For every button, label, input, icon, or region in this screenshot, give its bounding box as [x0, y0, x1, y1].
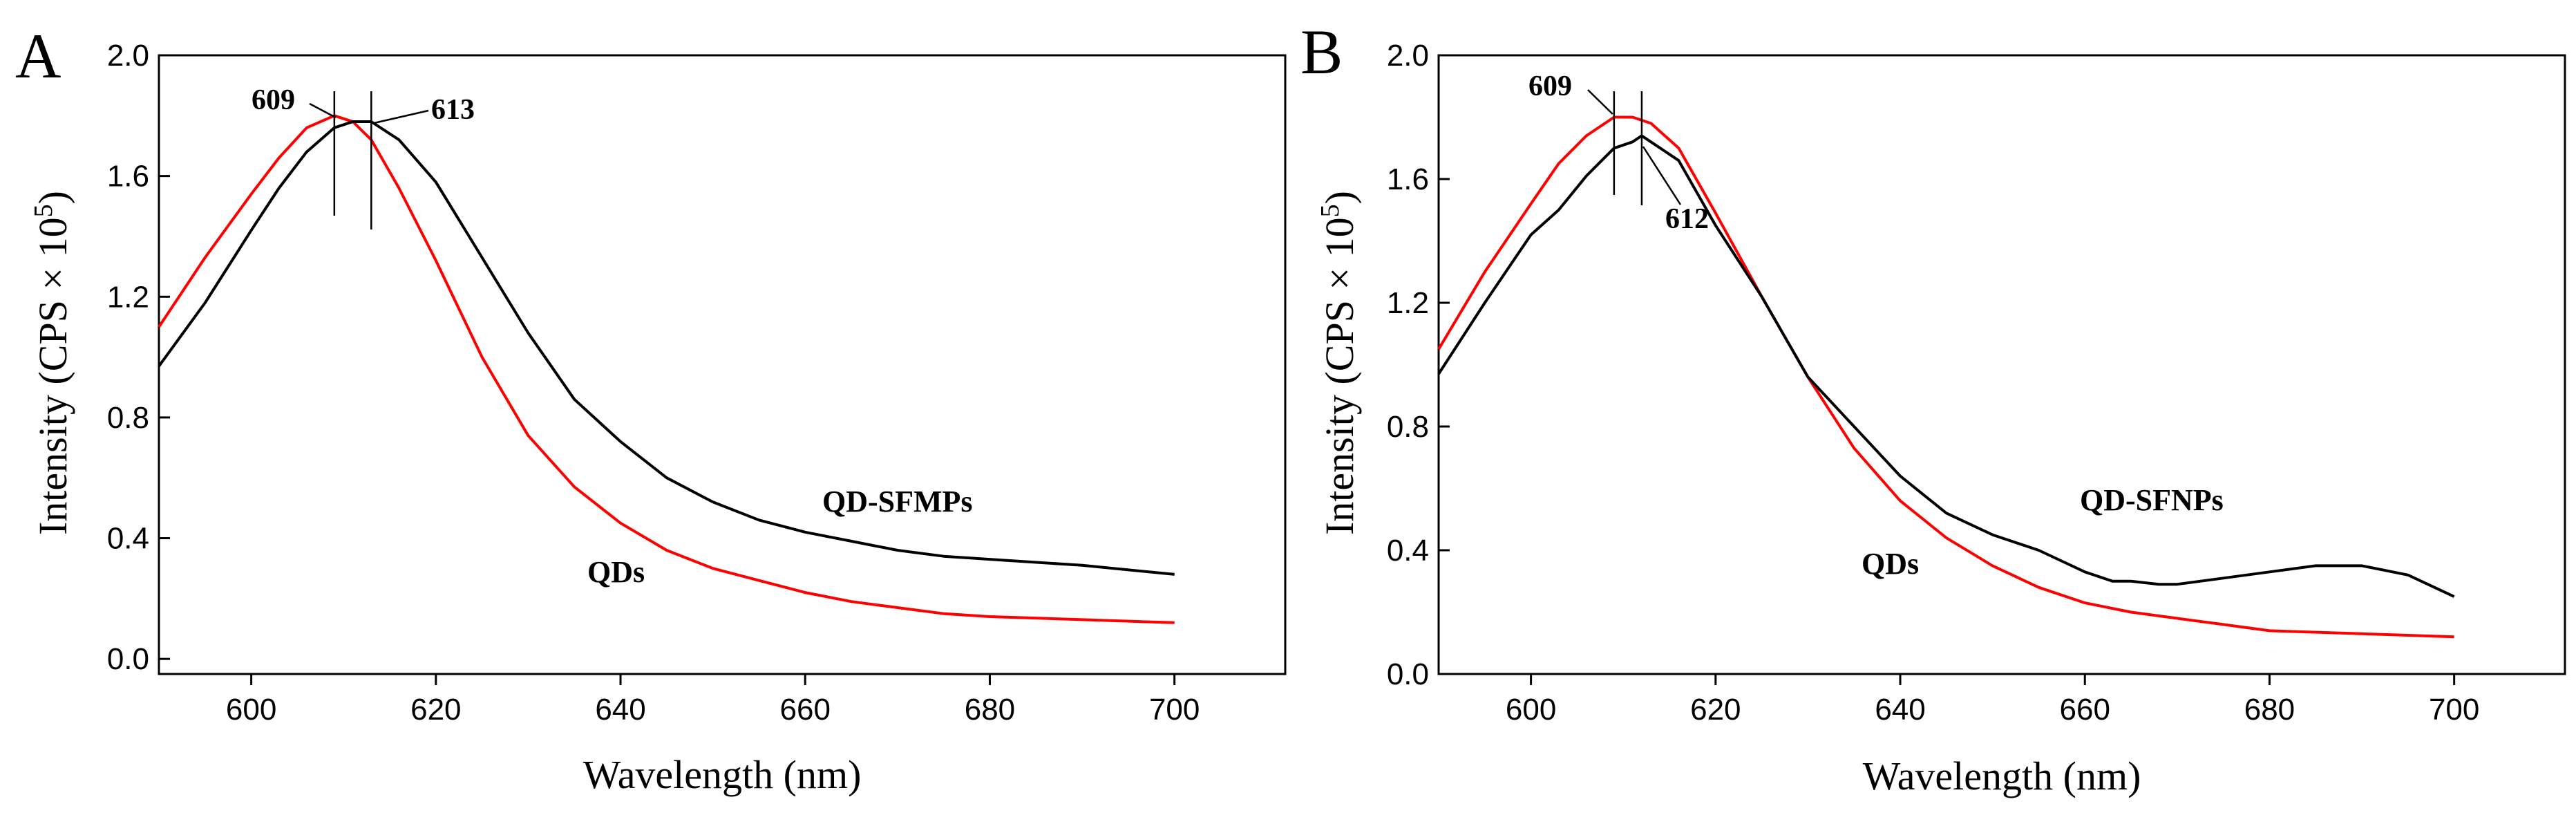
series-line-qds: [1437, 115, 2454, 639]
x-tick-label: 640: [595, 693, 645, 727]
panel-a-series-label-qd-sfmps: QD-SFMPs: [822, 485, 973, 518]
y-tick-label: 1.6: [107, 160, 149, 194]
panel-b: B 600 620 640 660 680 700 0.00.40.81.21.62.0 …: [1300, 17, 2566, 798]
panel-a-annotations: 609 613: [252, 84, 475, 230]
panel-a-arrow-613: [374, 109, 429, 124]
panel-b-y-axis-title-close: ): [1317, 191, 1362, 204]
panel-b-annotations: 609 612: [1528, 71, 1709, 235]
panel-a-peak-label-613: 613: [431, 94, 475, 126]
panel-a-y-ticks: 0.0 0.4 0.8 1.2 1.6 2.0: [107, 39, 170, 676]
panel-b-axes-frame: [1437, 54, 2566, 675]
x-tick-label: 620: [410, 693, 461, 727]
panel-a-x-ticks: 600 620 640 660 680 700: [226, 674, 1200, 727]
y-tick-label: 2.0: [1387, 39, 1429, 73]
y-tick-label: 0.8: [107, 401, 149, 435]
panel-b-peak-label-612: 612: [1665, 203, 1709, 235]
x-tick-label: 700: [2429, 693, 2479, 727]
panel-a-arrow-609: [309, 102, 337, 119]
panel-a-y-axis-title-close: ): [30, 191, 75, 204]
series-line-qd-sfmps: [158, 120, 1175, 576]
panel-b-series: [1437, 115, 2455, 639]
panel-a-y-axis-title-sup: 5: [29, 204, 58, 217]
panel-b-x-ticks: 600 620 640 660 680 700: [1506, 674, 2479, 727]
y-tick-label: 0.0: [1387, 657, 1429, 691]
y-tick-label: 2.0: [107, 39, 149, 73]
panel-b-x-axis-title: Wavelength (nm): [1863, 753, 2141, 798]
panel-b-y-ticks: 0.0 0.4 0.8 1.2 1.6 2.0: [1387, 39, 1450, 691]
y-tick-label: 0.4: [1387, 534, 1429, 568]
panel-b-y-axis-title-main: Intensity (CPS × 10: [1317, 217, 1362, 535]
x-tick-label: 620: [1690, 693, 1741, 727]
y-tick-label: 0.8: [1387, 410, 1429, 444]
y-tick-label: 0.0: [107, 642, 149, 676]
y-tick-label: 1.6: [1387, 162, 1429, 196]
panel-b-letter: B: [1300, 17, 1343, 87]
panel-b-arrow-609: [1587, 89, 1613, 115]
panel-a-series: [158, 114, 1175, 624]
panel-a-peak-label-609: 609: [252, 84, 295, 116]
x-tick-label: 680: [2244, 693, 2295, 727]
series-line-qds: [158, 114, 1175, 624]
panel-b-arrow-612: [1642, 146, 1682, 205]
panel-a-y-axis-title: Intensity (CPS × 105): [29, 191, 75, 535]
y-tick-label: 1.2: [1387, 286, 1429, 320]
y-tick-label: 0.4: [107, 522, 149, 556]
x-tick-label: 640: [1875, 693, 1925, 727]
panel-b-series-label-qds: QDs: [1862, 547, 1919, 581]
panel-b-peak-label-609: 609: [1528, 71, 1572, 102]
x-tick-label: 700: [1149, 693, 1200, 727]
panel-a: A 600 620 640 660 680 700 0.00.40.81.21.62.0 …: [15, 21, 1287, 797]
y-tick-label: 1.2: [107, 280, 149, 314]
panel-a-series-label-qds: QDs: [587, 555, 645, 589]
x-tick-label: 600: [226, 693, 276, 727]
series-line-qd-sfnps: [1437, 134, 2455, 598]
panel-a-x-axis-title: Wavelength (nm): [583, 752, 862, 797]
x-tick-label: 600: [1506, 693, 1556, 727]
panel-a-axes-frame: [158, 54, 1287, 675]
x-tick-label: 660: [2060, 693, 2110, 727]
panel-a-letter: A: [15, 21, 61, 91]
panel-b-y-axis-title: Intensity (CPS × 105): [1316, 191, 1362, 535]
x-tick-label: 660: [780, 693, 831, 727]
panel-b-y-axis-title-sup: 5: [1316, 204, 1345, 217]
panel-a-y-axis-title-main: Intensity (CPS × 10: [30, 217, 75, 535]
x-tick-label: 680: [965, 693, 1015, 727]
panel-b-series-label-qd-sfnps: QD-SFNPs: [2080, 483, 2224, 517]
